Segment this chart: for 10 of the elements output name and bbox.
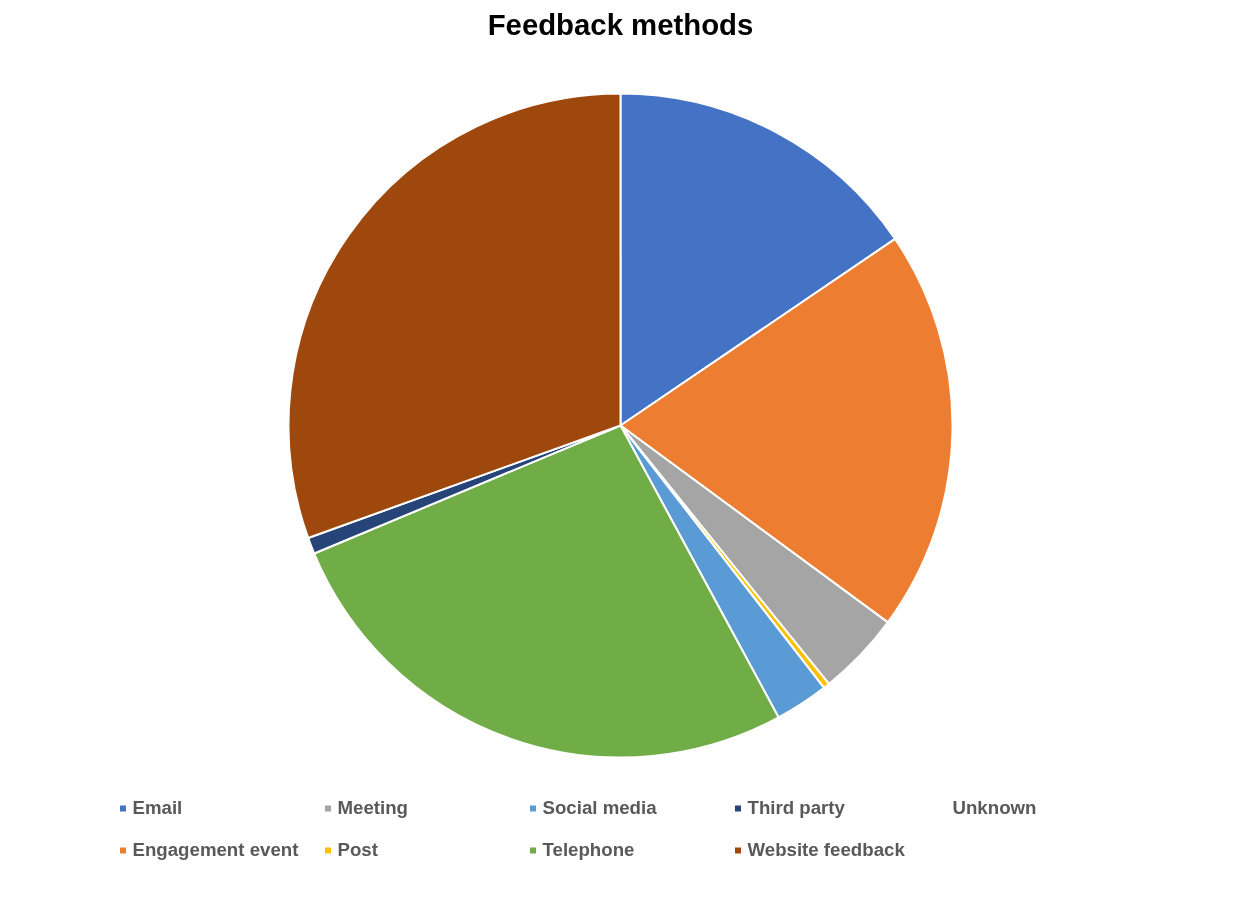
legend-label: Third party	[747, 797, 846, 819]
legend-label: Email	[132, 797, 184, 819]
legend-label: Telephone	[542, 839, 636, 861]
chart-title: Feedback methods	[487, 7, 754, 41]
legend-label: Meeting	[337, 797, 409, 819]
legend-label: Website feedback	[747, 839, 906, 861]
legend-label: Post	[337, 839, 379, 861]
legend-label: Engagement event	[132, 839, 300, 861]
category-label: Unknown	[952, 797, 1037, 818]
legend-label: Social media	[542, 797, 658, 819]
